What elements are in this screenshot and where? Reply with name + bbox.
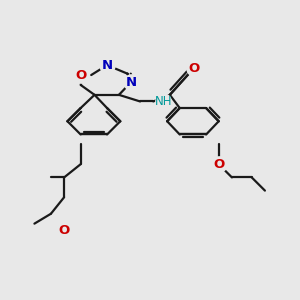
Text: N: N bbox=[101, 58, 112, 72]
Text: O: O bbox=[213, 158, 224, 171]
Text: N: N bbox=[125, 76, 136, 89]
Text: O: O bbox=[58, 224, 70, 237]
Text: NH: NH bbox=[154, 95, 172, 108]
Text: O: O bbox=[75, 68, 86, 82]
Text: O: O bbox=[188, 62, 199, 75]
